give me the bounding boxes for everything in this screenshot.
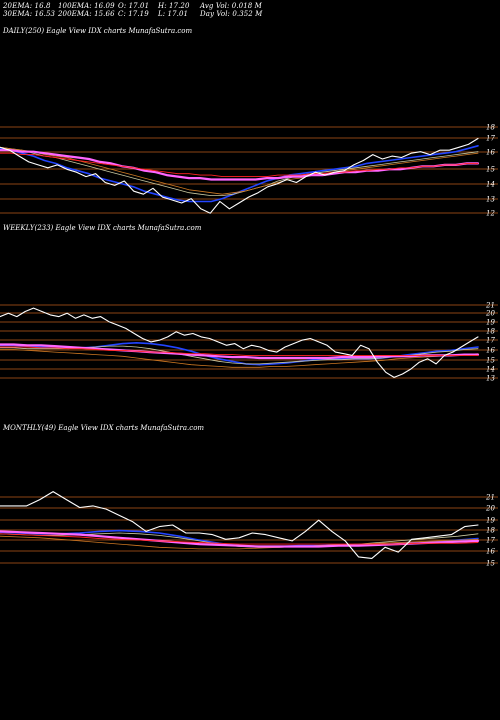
y-tick-label: 13 [486, 196, 495, 204]
y-tick-label: 15 [486, 166, 495, 174]
y-tick-label: 14 [486, 181, 495, 189]
stat-close: C: 17.19 [118, 10, 149, 18]
ema-line [0, 343, 480, 360]
price-line [0, 307, 479, 378]
y-tick-label: 21 [485, 302, 495, 310]
ema-line [0, 149, 480, 181]
stat-ema100: 100EMA: 16.09 [58, 2, 115, 10]
y-tick-label: 21 [485, 494, 495, 502]
stat-low: L: 17.01 [158, 10, 189, 18]
price-line [0, 491, 479, 559]
ema-line [0, 346, 479, 356]
chart-title: MONTHLY(49) Eagle View IDX charts Munafa… [2, 424, 204, 432]
price-line [0, 137, 479, 214]
y-tick-label: 20 [485, 310, 495, 318]
ema-line [0, 146, 479, 196]
y-tick-label: 18 [486, 124, 495, 132]
y-tick-label: 12 [486, 210, 495, 218]
y-tick-label: 16 [486, 347, 495, 355]
ema-line [0, 145, 479, 203]
y-tick-label: 15 [486, 560, 495, 568]
stat-ema200: 200EMA: 15.66 [58, 10, 115, 18]
y-tick-label: 14 [486, 366, 495, 374]
chart-title: WEEKLY(233) Eagle View IDX charts Munafa… [3, 224, 202, 232]
y-tick-label: 18 [486, 527, 495, 535]
y-tick-label: 20 [485, 505, 495, 513]
y-tick-label: 17 [486, 135, 495, 143]
ema-line [0, 349, 479, 368]
stat-ema20: 20EMA: 16.8 [3, 2, 51, 10]
y-tick-label: 15 [486, 357, 495, 365]
y-tick-label: 16 [486, 149, 495, 157]
y-tick-label: 13 [486, 375, 495, 383]
stat-day-vol: Day Vol: 0.352 M [200, 10, 263, 18]
chart-title: DAILY(250) Eagle View IDX charts MunafaS… [2, 27, 192, 35]
y-tick-label: 19 [486, 517, 495, 525]
ema-line [0, 152, 479, 178]
y-tick-label: 19 [486, 319, 495, 327]
y-tick-label: 17 [486, 537, 495, 545]
y-tick-label: 17 [486, 337, 495, 345]
y-tick-label: 16 [486, 548, 495, 556]
stat-open: O: 17.01 [118, 2, 150, 10]
stat-avg-vol: Avg Vol: 0.018 M [200, 2, 262, 10]
y-tick-label: 18 [486, 328, 495, 336]
ema-line [0, 533, 479, 545]
ema-line [0, 535, 479, 550]
stat-ema30: 30EMA: 16.53 [3, 10, 56, 18]
stat-high: H: 17.20 [158, 2, 190, 10]
